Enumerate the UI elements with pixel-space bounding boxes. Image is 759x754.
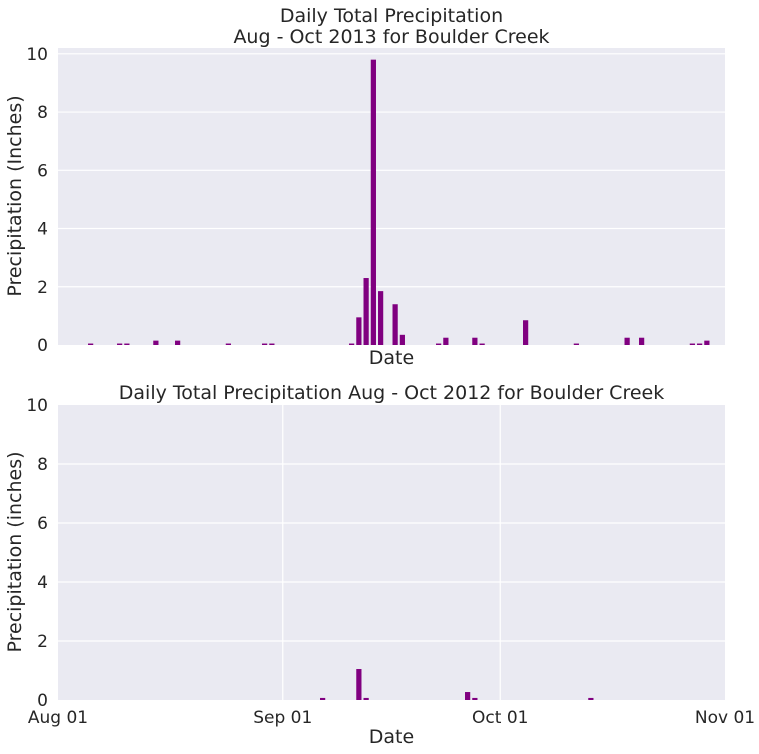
bar-2013-09-28 (479, 343, 485, 345)
y-tick-label-2012-2: 2 (37, 632, 48, 652)
gridlines-2012 (58, 405, 725, 700)
bar-2013-08-29 (262, 343, 268, 345)
x-axis-label-2012: Date (369, 726, 414, 748)
bars-2012 (320, 669, 594, 700)
bar-2013-09-11 (356, 317, 362, 345)
bar-2013-08-10 (124, 343, 130, 345)
bar-2012-09-11 (356, 669, 362, 700)
bar-2013-08-24 (225, 343, 231, 345)
bar-2013-08-05 (88, 343, 94, 345)
y-axis-label-2013: Precipitation (Inches) (4, 95, 26, 296)
bar-2012-09-06 (320, 697, 326, 700)
bar-2013-10-29 (704, 340, 710, 345)
chart-2013: 0 2 4 6 8 10 Daily Total Precipitation Aug - … (4, 5, 725, 369)
y-tick-label-2013-8: 8 (37, 103, 48, 123)
bars-2013 (88, 59, 710, 346)
plot-area-2013 (58, 48, 725, 345)
bar-2013-10-27 (689, 343, 695, 345)
y-tick-labels-2012: 0 2 4 6 8 10 (26, 396, 48, 711)
bar-2012-09-26 (465, 692, 471, 700)
bar-2013-10-04 (523, 320, 529, 345)
bar-2013-10-20 (639, 337, 645, 345)
bar-2013-08-30 (269, 343, 275, 345)
bar-2013-10-11 (573, 343, 579, 345)
y-tick-label-2012-0: 0 (37, 691, 48, 711)
y-tick-label-2012-6: 6 (37, 514, 48, 534)
bar-2013-09-16 (392, 304, 398, 345)
bar-2012-10-13 (588, 697, 594, 700)
chart-title-2013-line1: Daily Total Precipitation (280, 5, 503, 27)
y-tick-label-2012-8: 8 (37, 455, 48, 475)
plot-area-2012 (58, 405, 725, 700)
bar-2013-09-27 (472, 337, 478, 345)
bar-2013-09-10 (349, 343, 355, 345)
y-tick-labels-2013: 0 2 4 6 8 10 (26, 45, 48, 356)
bar-2013-09-17 (399, 334, 405, 345)
bar-2013-08-09 (117, 343, 123, 345)
y-tick-label-2012-4: 4 (37, 573, 48, 593)
bar-2013-10-28 (697, 343, 703, 345)
y-tick-label-2013-0: 0 (37, 336, 48, 356)
y-tick-label-2013-6: 6 (37, 161, 48, 181)
bar-2013-08-17 (175, 340, 181, 345)
bar-2013-09-12 (363, 278, 369, 345)
bar-2013-09-23 (443, 337, 449, 345)
x-tick-label-2012-Sep-01: Sep 01 (253, 708, 312, 728)
bar-2013-08-14 (153, 340, 159, 345)
x-tick-label-2012-Nov-01: Nov 01 (695, 708, 755, 728)
bar-2012-09-27 (472, 697, 478, 700)
y-tick-label-2012-10: 10 (26, 396, 48, 416)
gridlines-2013 (58, 53, 725, 288)
bar-2013-09-13 (370, 59, 376, 346)
x-tick-label-2012-Aug-01: Aug 01 (28, 708, 88, 728)
y-tick-label-2013-4: 4 (37, 220, 48, 240)
x-tick-labels-2012: Aug 01 Sep 01 Oct 01 Nov 01 (28, 708, 755, 728)
chart-title-2013-line2: Aug - Oct 2013 for Boulder Creek (233, 26, 549, 48)
bar-2012-09-12 (363, 697, 369, 700)
x-axis-label-2013: Date (369, 347, 414, 369)
y-tick-label-2013-2: 2 (37, 278, 48, 298)
bar-2013-10-18 (624, 337, 630, 345)
chart-2012: 0 2 4 6 8 10 Aug 01 Sep 01 Oct 01 Nov 01 Daily T… (4, 382, 755, 748)
y-tick-label-2013-10: 10 (26, 45, 48, 65)
bar-2013-09-22 (436, 343, 442, 345)
x-tick-label-2012-Oct-01: Oct 01 (472, 708, 528, 728)
chart-title-2012: Daily Total Precipitation Aug - Oct 2012… (119, 382, 664, 404)
bar-2013-09-14 (378, 291, 384, 345)
y-axis-label-2012: Precipitation (inches) (4, 451, 26, 652)
